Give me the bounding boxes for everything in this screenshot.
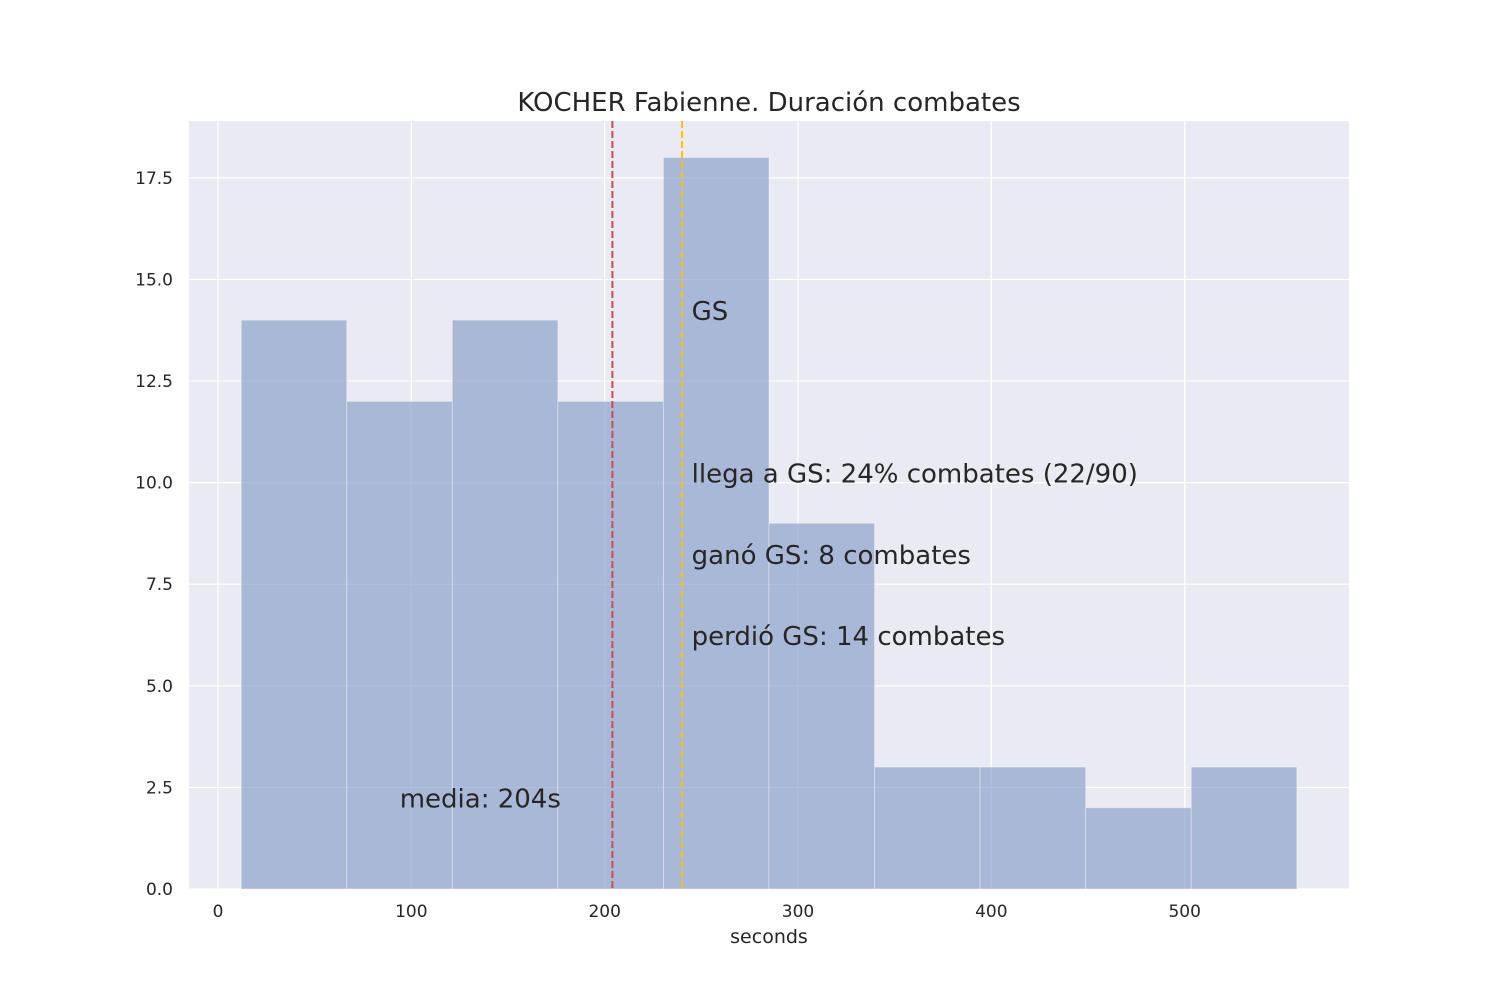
y-tick-label: 17.5 [135,169,173,189]
histogram-bar [1190,766,1298,890]
x-axis-ticks: 0 100 200 300 400 500 [213,902,1201,922]
histogram-bar [240,319,348,890]
histogram-bar [1085,807,1192,890]
y-axis-ticks: 0.0 2.5 5.0 7.5 10.0 12.5 15.0 17.5 [135,169,173,900]
y-tick-label: 5.0 [146,677,173,697]
y-tick-label: 0.0 [146,880,173,900]
histogram-bar [979,766,1087,890]
histogram-bar [768,522,876,890]
y-tick-label: 10.0 [135,474,173,494]
histogram-bars [240,157,1298,890]
histogram-bar [346,400,453,890]
histogram-bar [874,766,981,890]
y-tick-label: 7.5 [146,575,173,595]
annotation-text: llega a GS: 24% combates (22/90) [692,460,1138,490]
chart-title: KOCHER Fabienne. Duración combates [517,88,1020,118]
annotation-text: media: 204s [400,785,561,815]
x-tick-label: 300 [782,902,814,922]
x-tick-label: 400 [975,902,1007,922]
x-tick-label: 500 [1168,902,1200,922]
x-tick-label: 200 [588,902,620,922]
annotations: GS llega a GS: 24% combates (22/90) ganó G… [400,297,1138,815]
annotation-text: GS [692,297,729,327]
x-tick-label: 100 [395,902,427,922]
x-axis-label: seconds [730,926,808,948]
y-tick-label: 2.5 [146,778,173,798]
annotation-text: ganó GS: 8 combates [692,541,971,571]
histogram-bar [451,319,559,890]
x-tick-label: 0 [213,902,224,922]
annotation-text: perdió GS: 14 combates [692,622,1005,652]
y-tick-label: 15.0 [135,270,173,290]
reference-lines [611,121,683,889]
histogram-bar [662,157,770,890]
y-tick-label: 12.5 [135,372,173,392]
histogram-bar [557,400,664,890]
